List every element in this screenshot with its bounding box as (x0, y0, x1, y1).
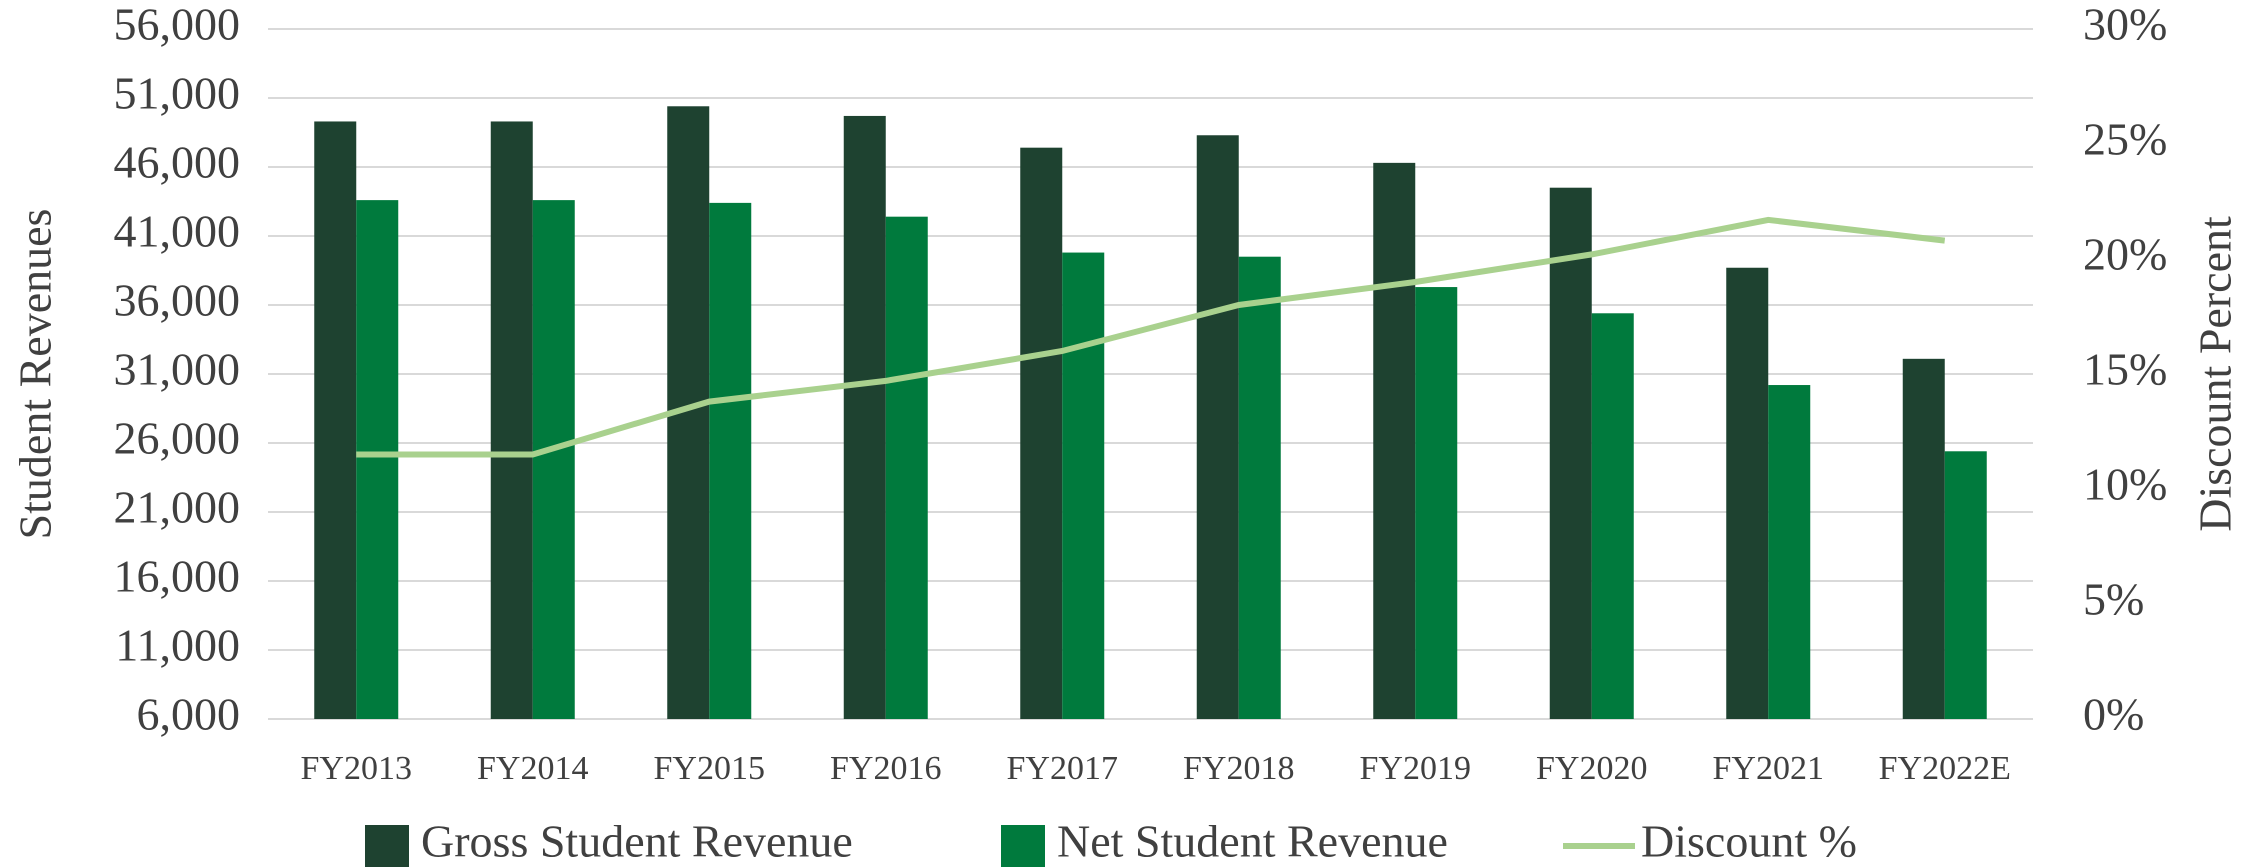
x-tick-label: FY2018 (1183, 750, 1294, 787)
x-tick-label: FY2013 (301, 750, 412, 787)
bar (709, 202, 752, 719)
y2-tick-label: 0% (2083, 689, 2144, 740)
bar (1944, 451, 1987, 719)
bar (1549, 187, 1592, 719)
bar (532, 200, 575, 719)
bar (1020, 147, 1063, 719)
x-tick-label: FY2021 (1713, 750, 1824, 787)
bar (1902, 358, 1945, 719)
y-tick-label: 51,000 (114, 68, 241, 119)
x-tick-label: FY2014 (477, 750, 588, 787)
y-tick-label: 6,000 (137, 689, 241, 740)
y2-axis-title: Discount Percent (2190, 216, 2241, 532)
bar (1415, 287, 1458, 719)
y2-tick-label: 25% (2083, 114, 2167, 165)
x-tick-label: FY2019 (1360, 750, 1471, 787)
y-axis-title: Student Revenues (10, 209, 61, 540)
x-tick-label: FY2016 (830, 750, 941, 787)
legend-label: Discount % (1641, 816, 1857, 867)
bar (1196, 135, 1239, 719)
bar (356, 200, 399, 719)
bar (1591, 313, 1634, 719)
y-tick-label: 31,000 (114, 344, 241, 395)
bar (1768, 385, 1811, 719)
x-tick-label: FY2020 (1536, 750, 1647, 787)
y2-tick-label: 10% (2083, 459, 2167, 510)
legend-label: Gross Student Revenue (421, 816, 853, 867)
bar (490, 121, 533, 719)
y-tick-label: 56,000 (114, 0, 241, 50)
bar (885, 216, 928, 719)
bar (1726, 267, 1769, 719)
bar (1373, 162, 1416, 720)
y-tick-label: 11,000 (115, 620, 240, 671)
legend-label: Net Student Revenue (1057, 816, 1448, 867)
bar (1062, 252, 1105, 719)
y-tick-label: 16,000 (114, 551, 241, 602)
x-tick-label: FY2017 (1007, 750, 1118, 787)
y2-tick-label: 20% (2083, 229, 2167, 280)
bar (314, 121, 357, 719)
x-tick-label: FY2022E (1879, 750, 2011, 787)
y-tick-label: 26,000 (114, 413, 241, 464)
y2-tick-label: 15% (2083, 344, 2167, 395)
x-tick-label: FY2015 (654, 750, 765, 787)
y-tick-label: 46,000 (114, 137, 241, 188)
y-tick-label: 36,000 (114, 275, 241, 326)
legend-swatch (1001, 825, 1045, 867)
legend-swatch (365, 825, 409, 867)
y-tick-label: 21,000 (114, 482, 241, 533)
y2-tick-label: 5% (2083, 574, 2144, 625)
y2-tick-label: 30% (2083, 0, 2167, 50)
line (356, 216, 1946, 458)
bar (843, 115, 886, 719)
bar (1238, 256, 1281, 719)
y-tick-label: 41,000 (114, 206, 241, 257)
